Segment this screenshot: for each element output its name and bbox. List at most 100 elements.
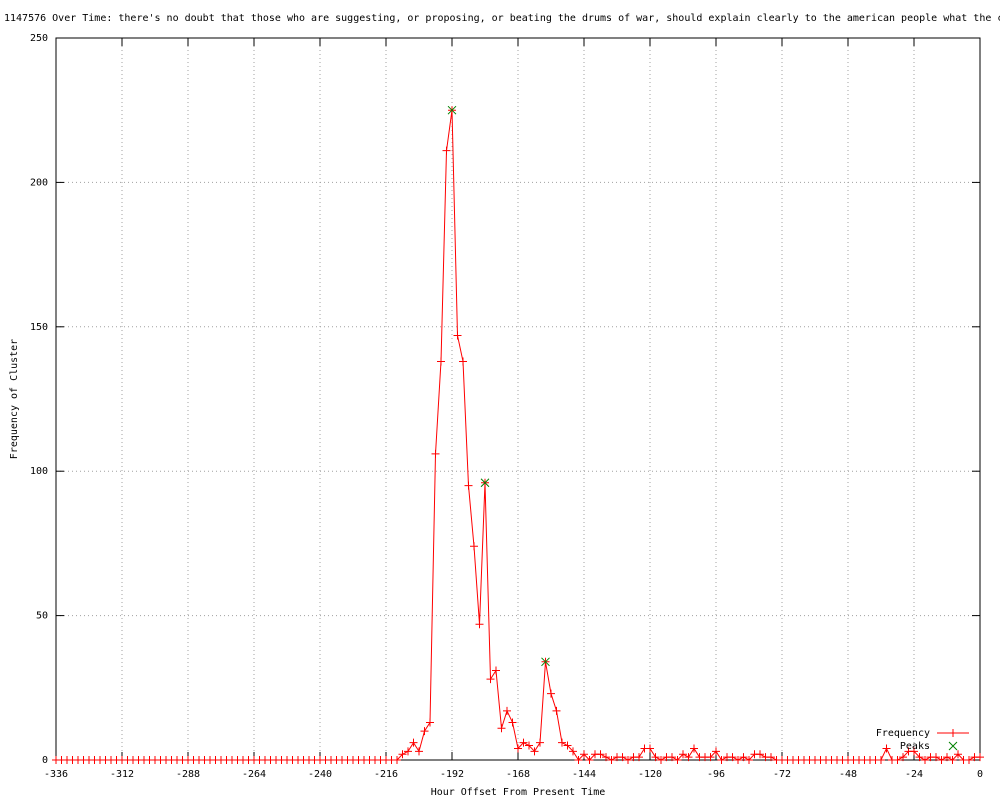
x-tick-label: -336 — [44, 769, 68, 780]
point — [486, 675, 495, 684]
point — [514, 744, 522, 753]
x-tick-label: -168 — [506, 769, 530, 780]
point — [585, 756, 594, 764]
point — [651, 753, 660, 762]
x-tick-label: 0 — [977, 769, 983, 780]
point — [739, 753, 748, 762]
y-tick-label: 250 — [30, 33, 48, 44]
point — [525, 741, 533, 750]
point — [558, 738, 566, 747]
x-tick-label: -48 — [839, 769, 857, 780]
point — [899, 753, 907, 762]
point — [877, 756, 885, 764]
point — [767, 753, 775, 762]
point — [607, 756, 616, 764]
point — [415, 747, 423, 756]
point — [552, 706, 561, 715]
point — [706, 753, 715, 762]
point — [420, 727, 429, 736]
point — [453, 331, 462, 340]
point — [937, 756, 946, 764]
point — [464, 481, 473, 490]
point — [624, 756, 632, 764]
point — [673, 756, 682, 764]
point — [712, 747, 720, 756]
point — [547, 689, 555, 698]
x-tick-label: -72 — [773, 769, 791, 780]
point — [954, 750, 962, 759]
point — [921, 756, 929, 764]
point — [932, 753, 940, 762]
point — [976, 753, 984, 762]
point — [717, 756, 726, 764]
point — [536, 738, 544, 747]
point — [530, 747, 539, 756]
peak-marker — [541, 657, 550, 667]
point — [459, 357, 467, 366]
point — [404, 747, 412, 756]
y-tick-label: 50 — [36, 611, 48, 622]
legend-marker — [949, 729, 957, 737]
point — [580, 750, 588, 759]
point — [965, 756, 973, 764]
point — [943, 753, 951, 762]
point — [684, 753, 693, 762]
point — [398, 750, 407, 759]
y-axis-label: Frequency of Cluster — [9, 339, 20, 459]
point — [893, 756, 902, 764]
x-axis-label: Hour Offset From Present Time — [431, 787, 606, 798]
point — [646, 744, 654, 753]
x-tick-label: -240 — [308, 769, 332, 780]
y-tick-label: 100 — [30, 466, 48, 477]
y-tick-label: 150 — [30, 322, 48, 333]
point — [437, 357, 445, 366]
point — [475, 620, 484, 629]
x-tick-label: -264 — [242, 769, 266, 780]
y-tick-label: 0 — [42, 755, 48, 766]
point — [508, 718, 517, 727]
point — [497, 724, 506, 733]
point — [393, 756, 401, 764]
chart-title: 1147576 Over Time: there's no doubt that… — [4, 13, 1000, 24]
plot-border — [55, 37, 981, 761]
point — [734, 756, 742, 764]
point — [569, 747, 577, 756]
point — [618, 753, 627, 762]
point — [882, 744, 891, 753]
point — [668, 753, 676, 762]
x-tick-label: -312 — [110, 769, 134, 780]
peak-marker — [480, 478, 490, 488]
point — [409, 738, 418, 747]
point — [635, 753, 643, 762]
point — [492, 666, 500, 675]
y-tick-label: 200 — [30, 177, 48, 188]
legend-marker — [948, 741, 958, 751]
point — [602, 753, 610, 762]
x-tick-label: -216 — [374, 769, 398, 780]
x-tick-label: -96 — [707, 769, 725, 780]
point — [657, 756, 665, 764]
point — [574, 756, 583, 764]
point — [910, 747, 918, 756]
point — [745, 756, 753, 764]
point — [442, 146, 451, 155]
x-tick-label: -24 — [905, 769, 923, 780]
legend-label: Peaks — [900, 741, 930, 752]
point — [426, 718, 434, 727]
point — [563, 741, 572, 750]
point — [690, 744, 698, 753]
x-tick-label: -120 — [638, 769, 662, 780]
point — [596, 750, 605, 759]
point — [728, 753, 737, 762]
x-tick-label: -288 — [176, 769, 200, 780]
peak-marker — [447, 105, 457, 115]
point — [948, 756, 957, 764]
legend-label: Frequency — [876, 728, 930, 739]
point — [679, 750, 687, 759]
point — [431, 449, 440, 458]
x-tick-label: -144 — [572, 769, 596, 780]
point — [503, 706, 511, 715]
point — [756, 750, 764, 759]
